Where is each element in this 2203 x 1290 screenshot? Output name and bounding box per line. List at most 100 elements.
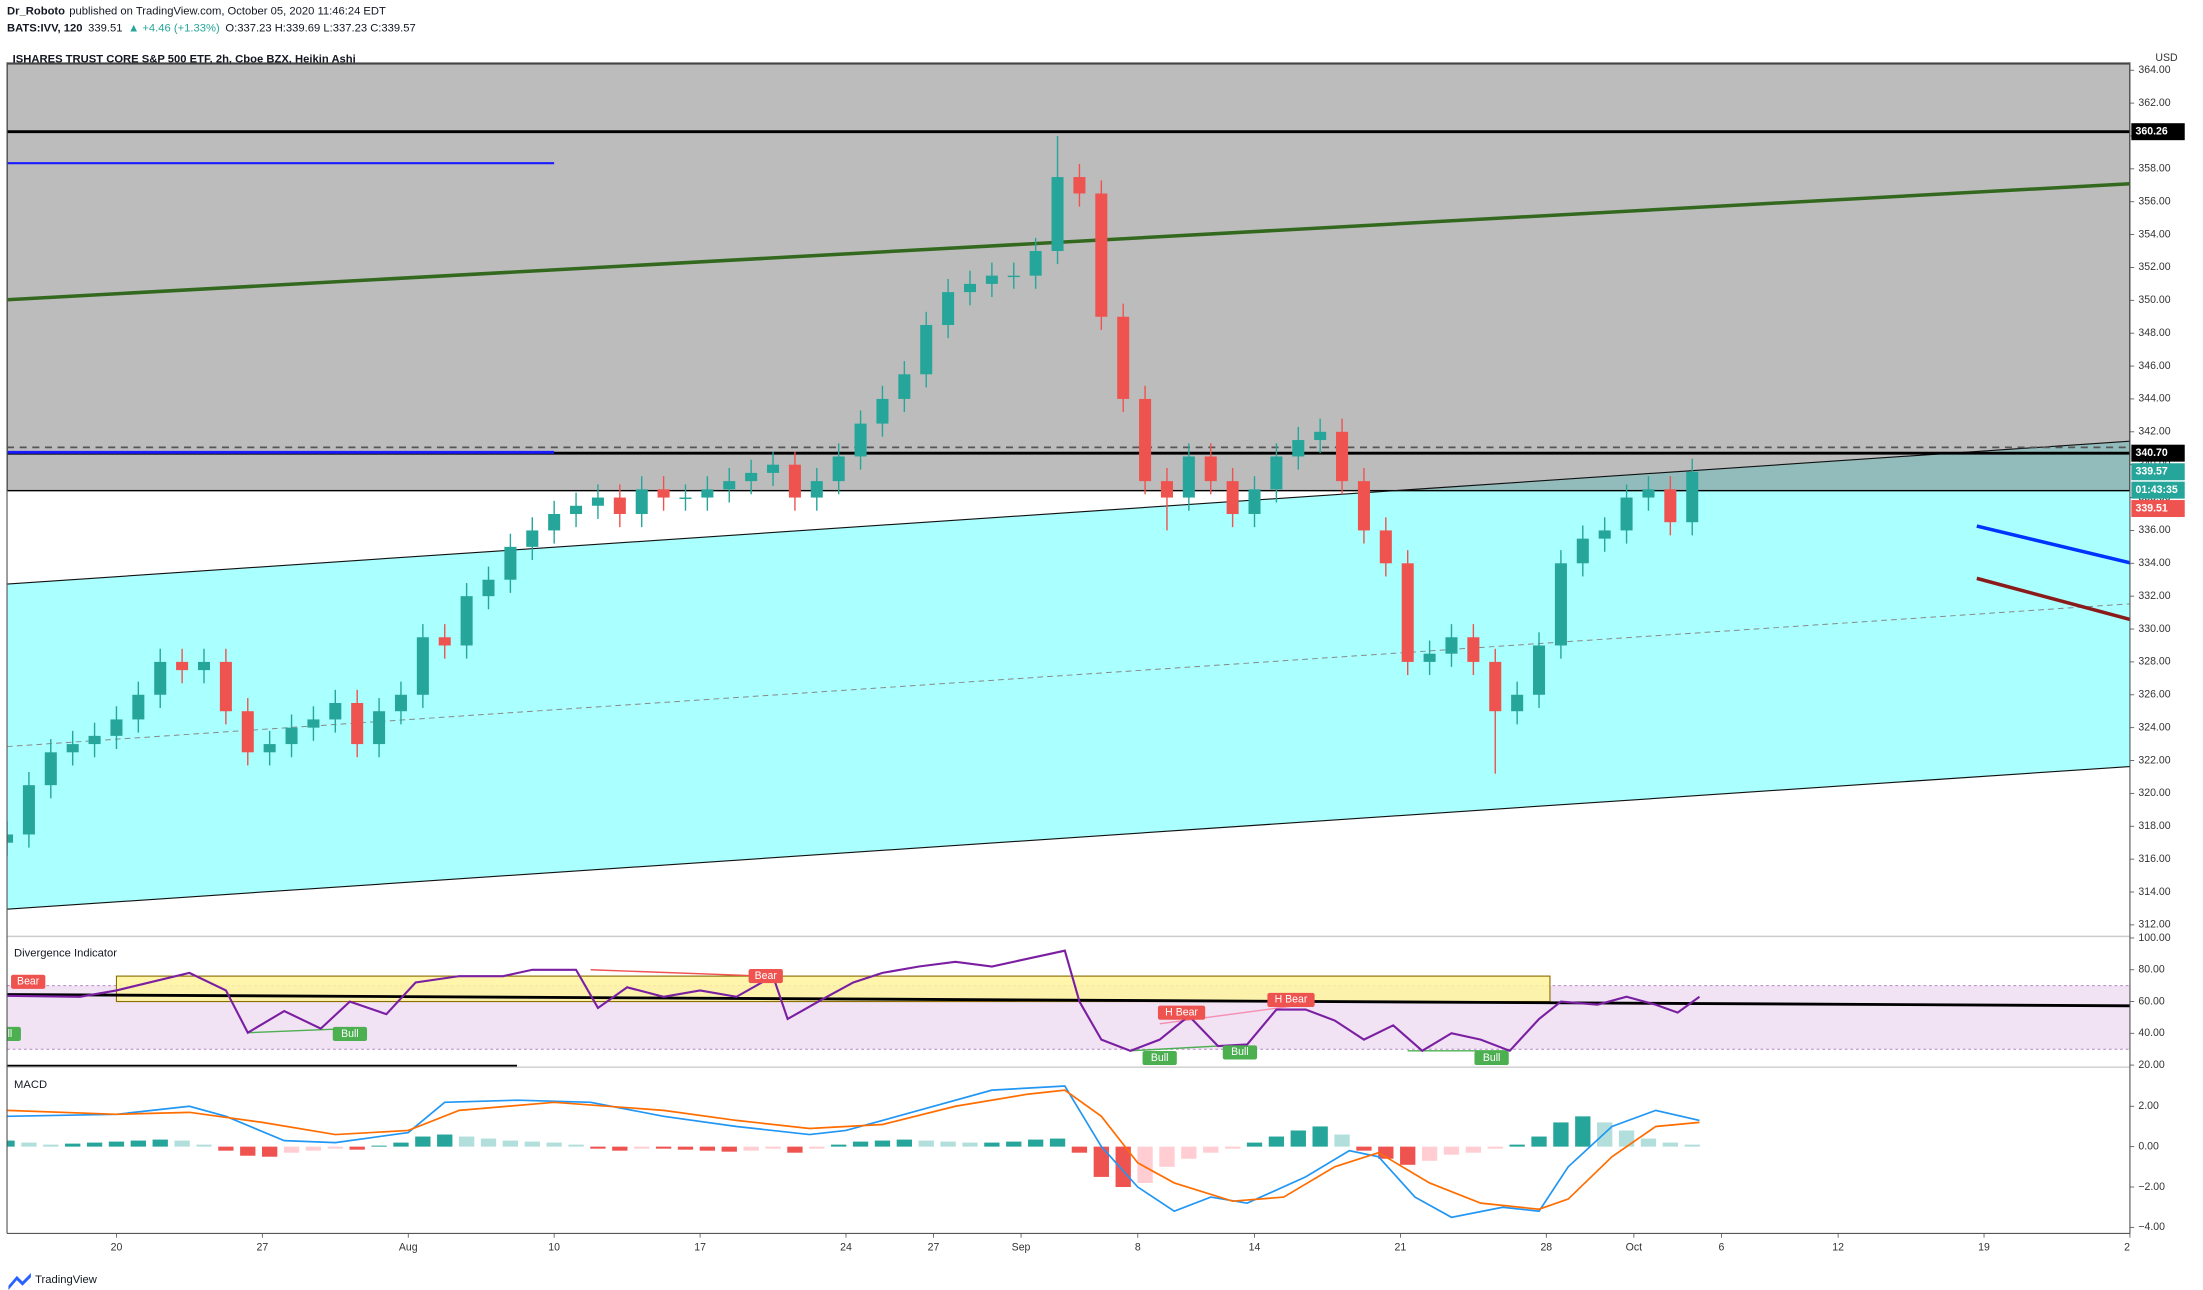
candle-body xyxy=(963,283,977,293)
axis: −4.00 −2.00 0.00 2.00 20 27 Aug 10 17 24 27 Sep 8 14 2… xyxy=(111,1100,2166,1253)
y-tick-label: 346.00 xyxy=(2138,360,2170,372)
histogram-bar xyxy=(240,1146,256,1156)
histogram-bar xyxy=(1203,1146,1219,1153)
y-tick-label: 336.00 xyxy=(2138,524,2170,536)
candle-body xyxy=(1204,456,1217,482)
drawn-line xyxy=(1976,576,2130,622)
candle-body xyxy=(394,694,407,712)
candle-body xyxy=(176,661,189,671)
x-tick-label: 17 xyxy=(694,1241,706,1253)
annotation-box xyxy=(1474,1051,1509,1066)
published: published on TradingView.com, October 05… xyxy=(69,5,386,17)
y-tick-label: 322.00 xyxy=(2138,754,2170,766)
candle-body xyxy=(1073,177,1086,194)
candle-body xyxy=(745,472,758,482)
symbol[interactable]: BATS:IVV, 120 xyxy=(7,22,83,34)
candle-body xyxy=(154,661,167,695)
candle-body xyxy=(438,637,451,646)
currency: USD xyxy=(2155,52,2178,64)
histogram-bar xyxy=(1640,1138,1657,1147)
channel-lower xyxy=(7,765,2130,910)
histogram-bar xyxy=(962,1142,978,1147)
candle-body xyxy=(767,464,780,473)
annotation: ull xyxy=(2,1028,13,1040)
y-tick-label: 100.00 xyxy=(2138,932,2170,944)
histogram-bar xyxy=(43,1144,59,1147)
price-label-box xyxy=(2131,444,2185,462)
y-tick-label: 2.00 xyxy=(2138,1100,2159,1112)
candle-body xyxy=(1423,653,1436,662)
candle-body xyxy=(657,489,670,498)
candle-body xyxy=(876,398,889,424)
histogram-bar xyxy=(1071,1146,1088,1153)
histogram-bar xyxy=(655,1146,672,1149)
histogram-bar xyxy=(1027,1139,1044,1147)
histogram-bar xyxy=(1093,1146,1109,1177)
y-tick-label: 318.00 xyxy=(2138,820,2170,832)
histogram-bar xyxy=(1465,1146,1482,1153)
candle-body xyxy=(22,785,35,835)
histogram-bar xyxy=(1553,1122,1569,1147)
axis: 312.00 314.00 316.00 318.00 320.00 322.00 324.… xyxy=(2129,52,2185,931)
logo-icon xyxy=(8,1273,31,1290)
candle-body xyxy=(1554,563,1567,646)
histogram-bar xyxy=(524,1141,540,1147)
histogram-bar xyxy=(1334,1134,1350,1147)
x-tick-label: 21 xyxy=(1395,1241,1407,1253)
histogram-bar xyxy=(283,1146,300,1153)
annotation: Bull xyxy=(341,1028,359,1040)
annotation: Bear xyxy=(755,970,778,982)
x-tick-label: 2 xyxy=(2124,1241,2130,1253)
histogram-bar xyxy=(1618,1130,1635,1147)
candle-body xyxy=(1467,637,1480,662)
annotation: Bull xyxy=(1231,1046,1249,1058)
candle-body xyxy=(482,579,495,597)
candle-body xyxy=(1598,530,1611,539)
author[interactable]: Dr_Roboto xyxy=(7,5,65,17)
histogram-bar xyxy=(7,1140,15,1147)
annotation-box xyxy=(11,974,46,989)
annotation-box xyxy=(332,1026,368,1042)
y-tick-label: 320.00 xyxy=(2138,787,2170,799)
x-tick-label: 6 xyxy=(1718,1241,1724,1253)
y-tick-label: −2.00 xyxy=(2138,1181,2165,1193)
x-tick-label: Oct xyxy=(1626,1241,1642,1253)
histogram-bar xyxy=(1509,1144,1525,1147)
candle-body xyxy=(1292,440,1305,457)
candle-body xyxy=(373,711,386,745)
candle-body xyxy=(44,752,57,786)
footer-logo[interactable]: TradingView xyxy=(8,1273,98,1290)
channel-upper xyxy=(7,440,2130,585)
candle-body xyxy=(88,735,101,745)
candle-body xyxy=(1160,481,1173,498)
annotation: Bear xyxy=(17,976,40,988)
candle-body xyxy=(1117,316,1130,399)
y-tick-label: 330.00 xyxy=(2138,623,2170,635)
candle-body xyxy=(504,546,517,580)
histogram-bar xyxy=(1356,1146,1372,1151)
histogram-bar xyxy=(196,1144,212,1147)
candle-body xyxy=(1642,489,1655,498)
x-tick-label: 8 xyxy=(1135,1241,1141,1253)
candle-body xyxy=(723,481,736,490)
candle-body xyxy=(1401,563,1414,662)
candle-body xyxy=(1007,275,1020,278)
histogram-bar xyxy=(1312,1126,1328,1147)
candle-body xyxy=(1620,497,1633,531)
y-tick-label: 354.00 xyxy=(2138,228,2170,240)
candle-body xyxy=(1533,645,1546,695)
candle-body xyxy=(679,497,692,499)
candle-body xyxy=(635,489,648,514)
y-tick-label: 356.00 xyxy=(2138,195,2170,207)
histogram-bar xyxy=(765,1146,781,1149)
panel-title: MACD xyxy=(14,1079,47,1091)
histogram-bar xyxy=(809,1146,825,1149)
x-tick-label: Sep xyxy=(1012,1241,1031,1253)
candle-body xyxy=(329,702,342,720)
y-tick-label: 342.00 xyxy=(2138,426,2170,438)
candle-body xyxy=(1095,193,1108,317)
histogram-bar xyxy=(261,1146,278,1157)
annotation: H Bear xyxy=(1165,1006,1198,1018)
histogram-bar xyxy=(721,1146,737,1152)
candle-body xyxy=(460,596,473,646)
